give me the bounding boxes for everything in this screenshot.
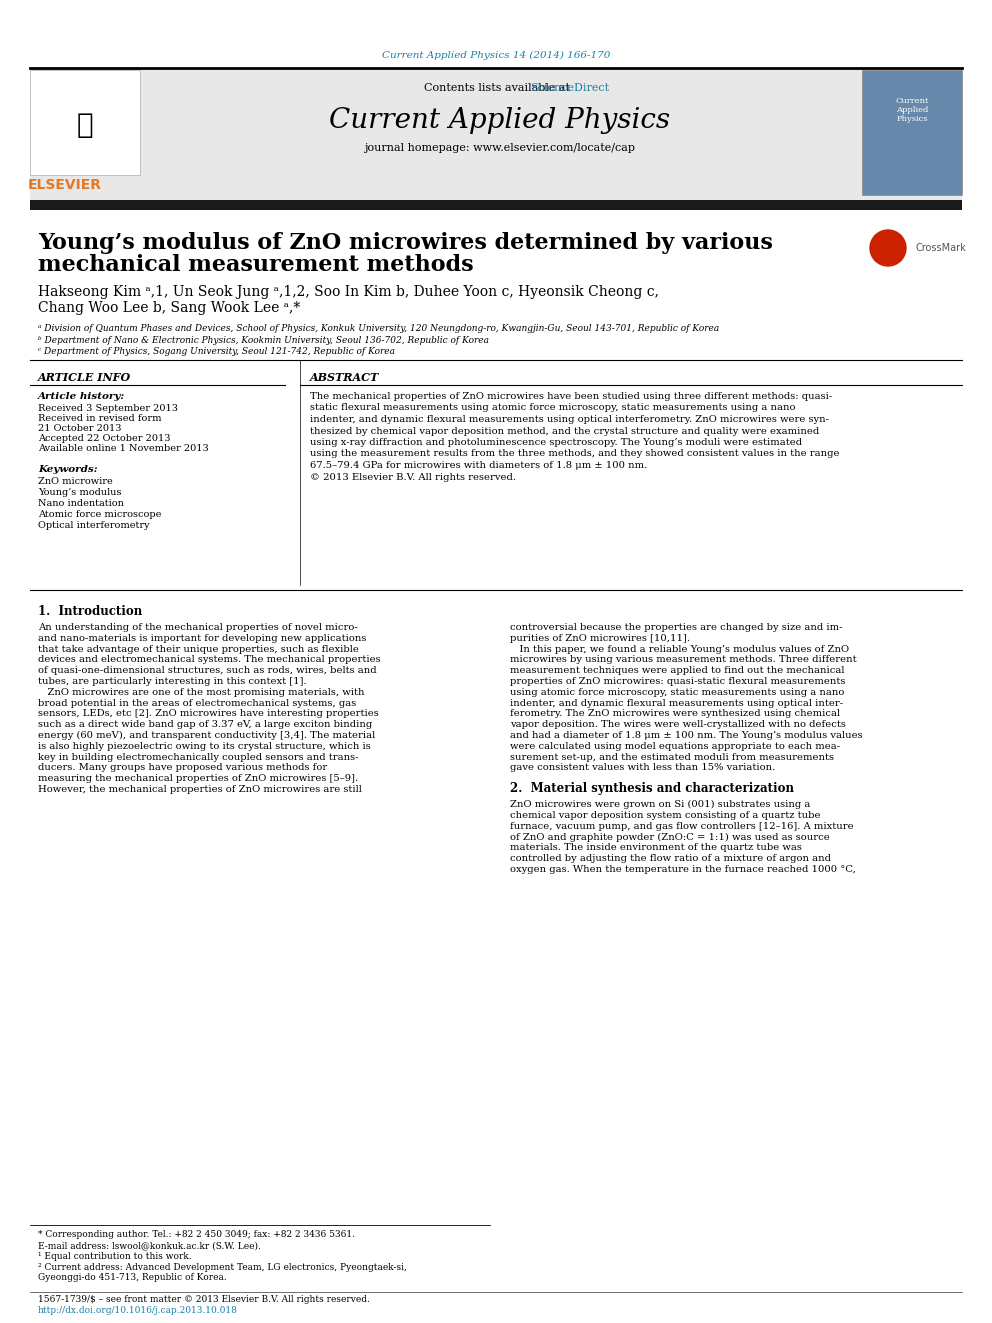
- Text: Current Applied Physics: Current Applied Physics: [329, 106, 671, 134]
- Text: of quasi-one-dimensional structures, such as rods, wires, belts and: of quasi-one-dimensional structures, suc…: [38, 667, 377, 675]
- Text: properties of ZnO microwires: quasi-static flexural measurements: properties of ZnO microwires: quasi-stat…: [510, 677, 845, 687]
- Text: materials. The inside environment of the quartz tube was: materials. The inside environment of the…: [510, 843, 802, 852]
- Text: is also highly piezoelectric owing to its crystal structure, which is: is also highly piezoelectric owing to it…: [38, 742, 371, 750]
- Text: 1.  Introduction: 1. Introduction: [38, 605, 142, 618]
- Text: ferometry. The ZnO microwires were synthesized using chemical: ferometry. The ZnO microwires were synth…: [510, 709, 840, 718]
- Text: ✕: ✕: [881, 239, 895, 257]
- Text: Hakseong Kim ᵃ,1, Un Seok Jung ᵃ,1,2, Soo In Kim b, Duhee Yoon c, Hyeonsik Cheon: Hakseong Kim ᵃ,1, Un Seok Jung ᵃ,1,2, So…: [38, 284, 659, 299]
- Text: Young’s modulus: Young’s modulus: [38, 488, 121, 497]
- Text: ᵇ Department of Nano & Electronic Physics, Kookmin University, Seoul 136-702, Re: ᵇ Department of Nano & Electronic Physic…: [38, 336, 489, 345]
- Circle shape: [870, 230, 906, 266]
- Text: broad potential in the areas of electromechanical systems, gas: broad potential in the areas of electrom…: [38, 699, 356, 708]
- Text: The mechanical properties of ZnO microwires have been studied using three differ: The mechanical properties of ZnO microwi…: [310, 392, 832, 401]
- Text: mechanical measurement methods: mechanical measurement methods: [38, 254, 473, 277]
- Text: using x-ray diffraction and photoluminescence spectroscopy. The Young’s moduli w: using x-ray diffraction and photolumines…: [310, 438, 803, 447]
- Text: 🌳: 🌳: [76, 111, 93, 139]
- Text: gave consistent values with less than 15% variation.: gave consistent values with less than 15…: [510, 763, 776, 773]
- Text: ¹ Equal contribution to this work.: ¹ Equal contribution to this work.: [38, 1252, 191, 1261]
- Text: such as a direct wide band gap of 3.37 eV, a large exciton binding: such as a direct wide band gap of 3.37 e…: [38, 720, 372, 729]
- Text: measurement techniques were applied to find out the mechanical: measurement techniques were applied to f…: [510, 667, 844, 675]
- Text: that take advantage of their unique properties, such as flexible: that take advantage of their unique prop…: [38, 644, 359, 654]
- Text: of ZnO and graphite powder (ZnO:C = 1:1) was used as source: of ZnO and graphite powder (ZnO:C = 1:1)…: [510, 832, 829, 841]
- Text: ZnO microwire: ZnO microwire: [38, 478, 113, 486]
- Text: purities of ZnO microwires [10,11].: purities of ZnO microwires [10,11].: [510, 634, 690, 643]
- Text: using atomic force microscopy, static measurements using a nano: using atomic force microscopy, static me…: [510, 688, 844, 697]
- Text: ELSEVIER: ELSEVIER: [28, 179, 102, 192]
- Text: thesized by chemical vapor deposition method, and the crystal structure and qual: thesized by chemical vapor deposition me…: [310, 426, 819, 435]
- Text: ScienceDirect: ScienceDirect: [531, 83, 609, 93]
- Text: chemical vapor deposition system consisting of a quartz tube: chemical vapor deposition system consist…: [510, 811, 820, 820]
- Text: controversial because the properties are changed by size and im-: controversial because the properties are…: [510, 623, 842, 632]
- Text: measuring the mechanical properties of ZnO microwires [5–9].: measuring the mechanical properties of Z…: [38, 774, 358, 783]
- Text: and had a diameter of 1.8 μm ± 100 nm. The Young’s modulus values: and had a diameter of 1.8 μm ± 100 nm. T…: [510, 732, 863, 740]
- Text: CrossMark: CrossMark: [916, 243, 967, 253]
- Text: furnace, vacuum pump, and gas flow controllers [12–16]. A mixture: furnace, vacuum pump, and gas flow contr…: [510, 822, 854, 831]
- Text: and nano-materials is important for developing new applications: and nano-materials is important for deve…: [38, 634, 366, 643]
- Text: Contents lists available at: Contents lists available at: [424, 83, 576, 93]
- Bar: [862, 70, 962, 194]
- Text: energy (60 meV), and transparent conductivity [3,4]. The material: energy (60 meV), and transparent conduct…: [38, 732, 375, 740]
- Text: ² Current address: Advanced Development Team, LG electronics, Pyeongtaek-si,
Gye: ² Current address: Advanced Development …: [38, 1263, 407, 1282]
- Text: sensors, LEDs, etc [2]. ZnO microwires have interesting properties: sensors, LEDs, etc [2]. ZnO microwires h…: [38, 709, 379, 718]
- Text: static flexural measurements using atomic force microscopy, static measurements : static flexural measurements using atomi…: [310, 404, 796, 413]
- Text: An understanding of the mechanical properties of novel micro-: An understanding of the mechanical prope…: [38, 623, 358, 632]
- Text: Keywords:: Keywords:: [38, 464, 97, 474]
- Text: ᶜ Department of Physics, Sogang University, Seoul 121-742, Republic of Korea: ᶜ Department of Physics, Sogang Universi…: [38, 347, 395, 356]
- Text: 2.  Material synthesis and characterization: 2. Material synthesis and characterizati…: [510, 782, 794, 795]
- Text: key in building electromechanically coupled sensors and trans-: key in building electromechanically coup…: [38, 753, 358, 762]
- Text: 1567-1739/$ – see front matter © 2013 Elsevier B.V. All rights reserved.: 1567-1739/$ – see front matter © 2013 El…: [38, 1295, 370, 1304]
- Text: 21 October 2013: 21 October 2013: [38, 423, 121, 433]
- Text: indenter, and dynamic flexural measurements using optical interferometry. ZnO mi: indenter, and dynamic flexural measureme…: [310, 415, 829, 423]
- Text: In this paper, we found a reliable Young’s modulus values of ZnO: In this paper, we found a reliable Young…: [510, 644, 849, 654]
- Text: Available online 1 November 2013: Available online 1 November 2013: [38, 445, 208, 452]
- Text: ARTICLE INFO: ARTICLE INFO: [38, 372, 131, 382]
- Text: tubes, are particularly interesting in this context [1].: tubes, are particularly interesting in t…: [38, 677, 307, 687]
- Text: Received in revised form: Received in revised form: [38, 414, 162, 423]
- Text: ᵃ Division of Quantum Phases and Devices, School of Physics, Konkuk University, : ᵃ Division of Quantum Phases and Devices…: [38, 324, 719, 333]
- Text: Article history:: Article history:: [38, 392, 125, 401]
- Text: Young’s modulus of ZnO microwires determined by various: Young’s modulus of ZnO microwires determ…: [38, 232, 773, 254]
- Text: ZnO microwires are one of the most promising materials, with: ZnO microwires are one of the most promi…: [38, 688, 364, 697]
- Bar: [30, 70, 140, 175]
- Text: Current
Applied
Physics: Current Applied Physics: [896, 97, 929, 123]
- Text: journal homepage: www.elsevier.com/locate/cap: journal homepage: www.elsevier.com/locat…: [364, 143, 636, 153]
- Text: ABSTRACT: ABSTRACT: [310, 372, 379, 382]
- Bar: [30, 200, 962, 210]
- Text: However, the mechanical properties of ZnO microwires are still: However, the mechanical properties of Zn…: [38, 785, 362, 794]
- Text: oxygen gas. When the temperature in the furnace reached 1000 °C,: oxygen gas. When the temperature in the …: [510, 865, 856, 875]
- Text: ducers. Many groups have proposed various methods for: ducers. Many groups have proposed variou…: [38, 763, 327, 773]
- Text: Accepted 22 October 2013: Accepted 22 October 2013: [38, 434, 171, 443]
- Text: 67.5–79.4 GPa for microwires with diameters of 1.8 μm ± 100 nm.: 67.5–79.4 GPa for microwires with diamet…: [310, 460, 647, 470]
- Text: controlled by adjusting the flow ratio of a mixture of argon and: controlled by adjusting the flow ratio o…: [510, 855, 831, 863]
- Bar: [30, 67, 962, 202]
- Text: Nano indentation: Nano indentation: [38, 499, 124, 508]
- Text: vapor deposition. The wires were well-crystallized with no defects: vapor deposition. The wires were well-cr…: [510, 720, 846, 729]
- Text: using the measurement results from the three methods, and they showed consistent: using the measurement results from the t…: [310, 450, 839, 459]
- Text: E-mail address: lswool@konkuk.ac.kr (S.W. Lee).: E-mail address: lswool@konkuk.ac.kr (S.W…: [38, 1241, 261, 1250]
- Text: http://dx.doi.org/10.1016/j.cap.2013.10.018: http://dx.doi.org/10.1016/j.cap.2013.10.…: [38, 1306, 238, 1315]
- Text: were calculated using model equations appropriate to each mea-: were calculated using model equations ap…: [510, 742, 840, 750]
- Text: Received 3 September 2013: Received 3 September 2013: [38, 404, 178, 413]
- Text: indenter, and dynamic flexural measurements using optical inter-: indenter, and dynamic flexural measureme…: [510, 699, 843, 708]
- Text: devices and electromechanical systems. The mechanical properties: devices and electromechanical systems. T…: [38, 655, 381, 664]
- Text: Atomic force microscope: Atomic force microscope: [38, 509, 162, 519]
- Text: * Corresponding author. Tel.: +82 2 450 3049; fax: +82 2 3436 5361.: * Corresponding author. Tel.: +82 2 450 …: [38, 1230, 355, 1240]
- Text: Current Applied Physics 14 (2014) 166-170: Current Applied Physics 14 (2014) 166-17…: [382, 50, 610, 60]
- Text: © 2013 Elsevier B.V. All rights reserved.: © 2013 Elsevier B.V. All rights reserved…: [310, 472, 516, 482]
- Text: surement set-up, and the estimated moduli from measurements: surement set-up, and the estimated modul…: [510, 753, 834, 762]
- Text: ZnO microwires were grown on Si (001) substrates using a: ZnO microwires were grown on Si (001) su…: [510, 800, 810, 810]
- Text: Optical interferometry: Optical interferometry: [38, 521, 150, 531]
- Text: Chang Woo Lee b, Sang Wook Lee ᵃ,*: Chang Woo Lee b, Sang Wook Lee ᵃ,*: [38, 302, 301, 315]
- Text: microwires by using various measurement methods. Three different: microwires by using various measurement …: [510, 655, 857, 664]
